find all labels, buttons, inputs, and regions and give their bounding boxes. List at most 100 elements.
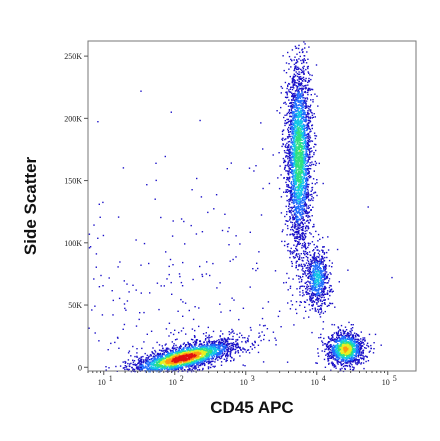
event-dot bbox=[314, 160, 316, 163]
event-dot bbox=[293, 107, 295, 109]
event-dot bbox=[208, 338, 210, 340]
event-dot bbox=[338, 354, 340, 356]
event-dot bbox=[154, 365, 156, 367]
event-dot bbox=[283, 160, 285, 162]
event-dot bbox=[302, 132, 304, 134]
event-dot bbox=[295, 110, 297, 113]
event-dot bbox=[219, 350, 222, 352]
event-dot bbox=[324, 273, 326, 276]
event-dot bbox=[304, 102, 306, 104]
event-dot bbox=[294, 74, 297, 77]
event-dot bbox=[219, 351, 222, 353]
event-dot bbox=[320, 271, 323, 273]
event-dot bbox=[288, 131, 290, 133]
event-dot bbox=[307, 169, 309, 171]
event-dot bbox=[293, 151, 295, 153]
event-dot bbox=[219, 348, 221, 350]
event-dot bbox=[226, 354, 228, 357]
event-dot bbox=[294, 212, 296, 214]
event-dot bbox=[278, 187, 281, 190]
event-dot bbox=[149, 354, 152, 356]
event-dot bbox=[206, 343, 208, 345]
event-dot bbox=[305, 100, 308, 102]
event-dot bbox=[324, 310, 326, 313]
event-dot bbox=[309, 242, 311, 245]
event-dot bbox=[135, 289, 137, 291]
event-dot bbox=[356, 361, 359, 363]
event-dot bbox=[295, 264, 298, 267]
event-dot bbox=[331, 363, 334, 366]
event-dot bbox=[213, 350, 216, 353]
event-dot bbox=[136, 355, 138, 358]
event-dot bbox=[291, 206, 293, 209]
event-dot bbox=[312, 178, 315, 180]
event-dot bbox=[166, 355, 168, 357]
event-dot bbox=[306, 156, 308, 158]
event-dot bbox=[314, 267, 317, 269]
event-dot bbox=[319, 286, 321, 288]
event-dot bbox=[333, 344, 335, 346]
event-dot bbox=[281, 138, 283, 140]
event-dot bbox=[308, 164, 311, 166]
event-dot bbox=[293, 122, 295, 124]
event-dot bbox=[154, 360, 156, 362]
event-dot bbox=[291, 262, 293, 265]
event-dot bbox=[320, 312, 322, 314]
event-dot bbox=[315, 310, 317, 312]
event-dot bbox=[292, 110, 294, 113]
event-dot bbox=[305, 236, 307, 238]
event-dot bbox=[308, 133, 310, 136]
event-dot bbox=[95, 266, 97, 268]
event-dot bbox=[306, 165, 308, 167]
event-dot bbox=[302, 236, 304, 238]
event-dot bbox=[212, 348, 214, 350]
event-dot bbox=[309, 128, 311, 131]
event-dot bbox=[290, 169, 293, 171]
event-dot bbox=[293, 153, 295, 155]
event-dot bbox=[249, 286, 251, 288]
event-dot bbox=[306, 195, 308, 197]
event-dot bbox=[212, 346, 214, 348]
event-dot bbox=[323, 291, 325, 293]
event-dot bbox=[118, 297, 121, 300]
event-dot bbox=[300, 201, 302, 203]
event-dot bbox=[254, 340, 256, 343]
event-dot bbox=[364, 355, 367, 357]
event-dot bbox=[182, 327, 185, 329]
event-dot bbox=[146, 333, 148, 335]
event-dot bbox=[329, 291, 331, 293]
event-dot bbox=[293, 218, 296, 220]
event-dot bbox=[152, 347, 154, 349]
event-dot bbox=[285, 189, 287, 191]
event-dot bbox=[305, 134, 308, 136]
event-dot bbox=[333, 366, 335, 368]
event-dot bbox=[317, 291, 320, 293]
event-dot bbox=[315, 269, 317, 272]
event-dot bbox=[338, 281, 340, 283]
event-dot bbox=[284, 81, 287, 84]
event-dot bbox=[288, 156, 290, 158]
event-dot bbox=[299, 93, 301, 95]
event-dot bbox=[300, 112, 303, 114]
event-dot bbox=[306, 125, 309, 127]
event-dot bbox=[360, 347, 363, 350]
event-dot bbox=[317, 285, 320, 288]
event-dot bbox=[300, 119, 302, 121]
event-dot bbox=[350, 333, 352, 336]
event-dot bbox=[228, 333, 231, 336]
event-dot bbox=[222, 348, 225, 351]
event-dot bbox=[298, 208, 301, 210]
event-dot bbox=[290, 221, 292, 223]
event-dot bbox=[293, 205, 296, 207]
event-dot bbox=[286, 164, 288, 167]
event-dot bbox=[140, 358, 142, 360]
event-dot bbox=[352, 352, 354, 354]
event-dot bbox=[232, 338, 234, 340]
event-dot bbox=[311, 292, 314, 294]
event-dot bbox=[298, 78, 300, 80]
event-dot bbox=[175, 350, 177, 353]
event-dot bbox=[356, 363, 358, 366]
event-dot bbox=[205, 335, 207, 337]
event-dot bbox=[306, 51, 308, 53]
event-dot bbox=[295, 114, 297, 116]
